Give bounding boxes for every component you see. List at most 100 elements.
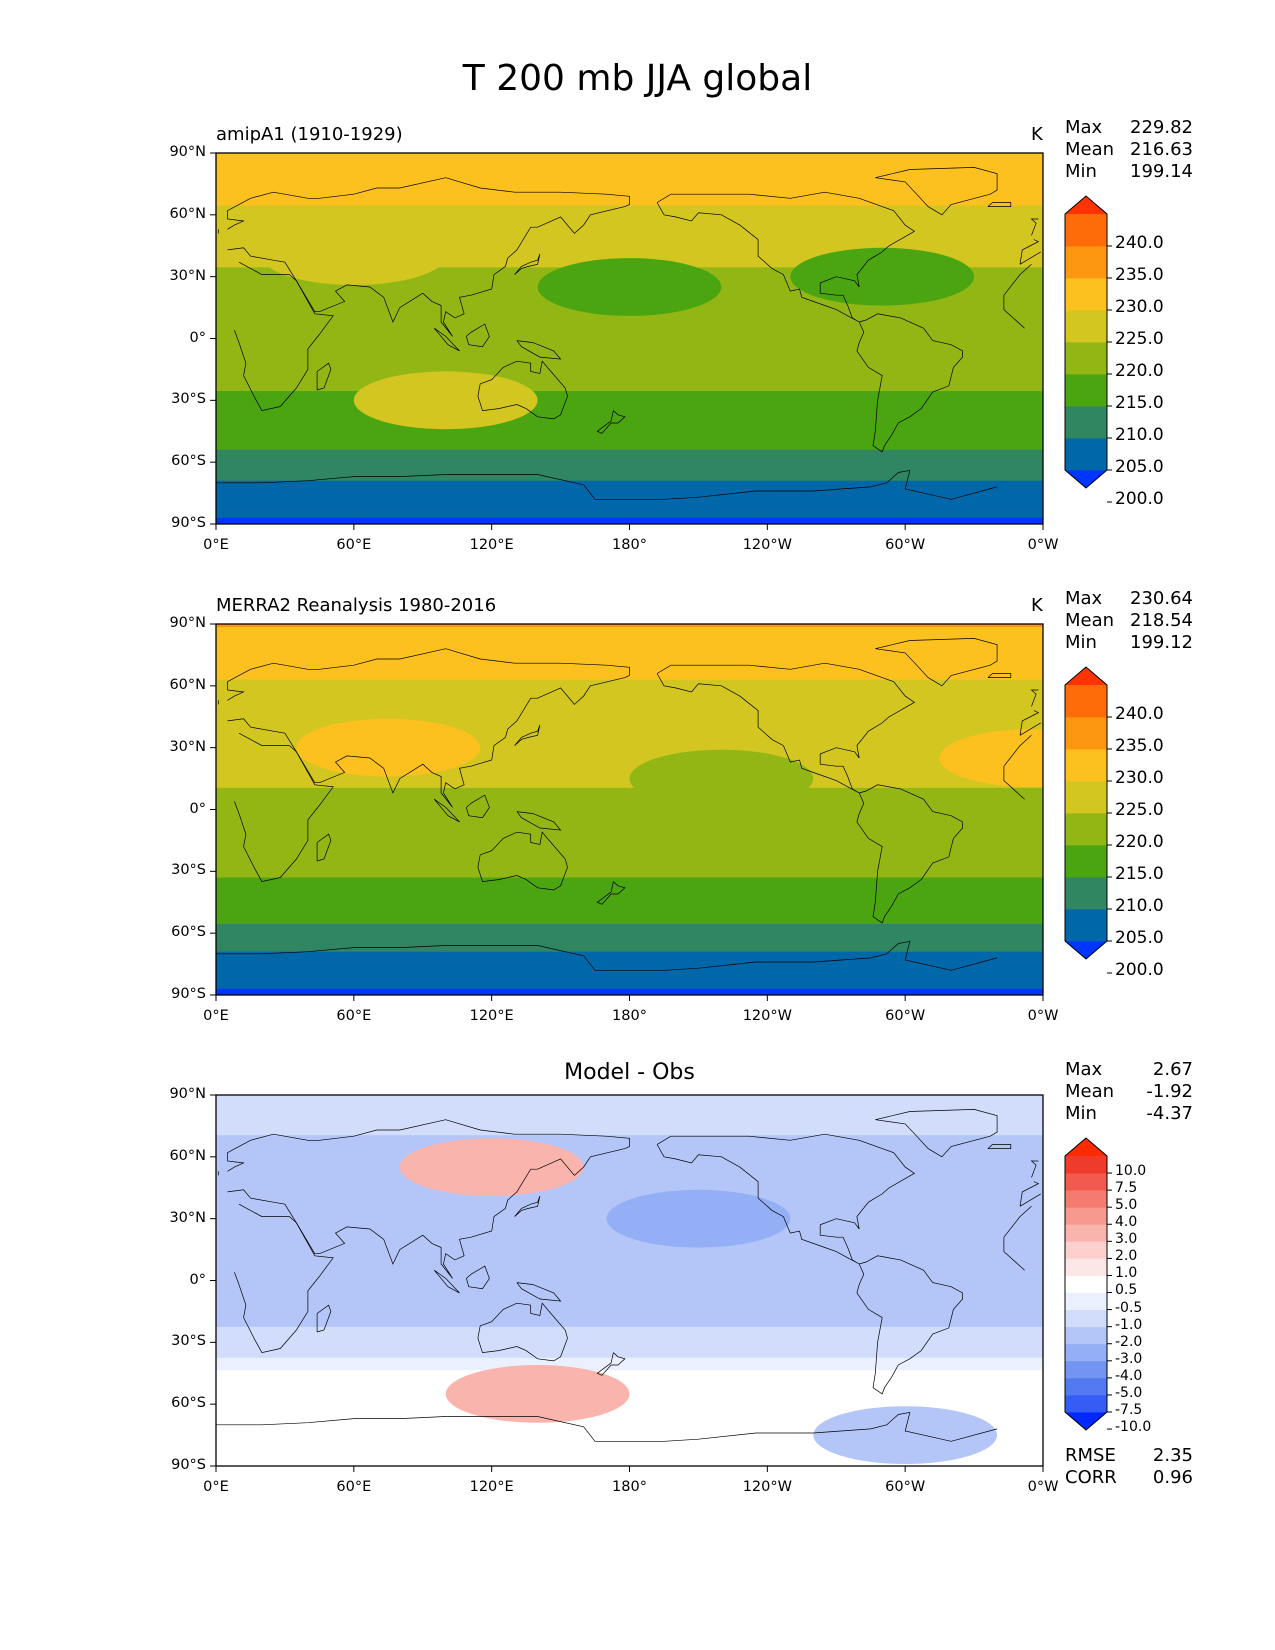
colorbar — [1064, 195, 1112, 503]
stat-row: Mean -1.92 — [1065, 1081, 1193, 1103]
contour-band — [216, 753, 1043, 758]
colorbar-label: 205.0 — [1115, 456, 1164, 477]
contour-band — [216, 338, 1043, 343]
colorbar-segment — [1065, 1156, 1107, 1174]
contour-band — [216, 1397, 1043, 1402]
lon-tick-label: 60°W — [885, 537, 926, 553]
colorbar-label: 210.0 — [1115, 424, 1164, 445]
contour-feature — [537, 258, 722, 316]
lat-tick-label: 30°S — [171, 391, 206, 408]
contour-band — [216, 1271, 1043, 1275]
contour-band — [216, 942, 1043, 947]
stat-row: Mean 218.54 — [1065, 610, 1193, 632]
stat-label: Max — [1065, 588, 1103, 609]
contour-band — [216, 384, 1043, 389]
units-label: K — [1031, 595, 1043, 616]
contour-band — [216, 319, 1043, 324]
coastline — [656, 1133, 916, 1265]
contour-band — [216, 926, 1043, 931]
contour-band — [216, 1379, 1043, 1384]
colorbar-label: 10.0 — [1115, 1162, 1147, 1179]
contour-band — [216, 648, 1043, 653]
contour-band — [216, 939, 1043, 944]
contour-band — [216, 1342, 1043, 1347]
contour-feature — [629, 749, 814, 808]
contour-band — [216, 664, 1043, 668]
coastline — [596, 881, 626, 905]
contour-band — [216, 970, 1043, 974]
contour-band — [216, 418, 1043, 423]
coastline — [466, 323, 490, 348]
contour-band — [216, 375, 1043, 380]
colorbar-segment — [1065, 813, 1107, 846]
colorbar-label: -10.0 — [1115, 1418, 1152, 1435]
colorbar-segment — [1065, 246, 1107, 279]
contour-band — [216, 1348, 1043, 1353]
filled-contours — [216, 153, 1043, 524]
colorbar-extend-max — [1065, 1138, 1107, 1156]
stats-block: Max 229.82 Mean 216.63 Min 199.14 — [1065, 117, 1193, 183]
colorbar-extend-min — [1065, 1412, 1107, 1430]
contour-band — [216, 976, 1043, 981]
contour-band — [216, 902, 1043, 906]
stat-value: 199.14 — [1130, 161, 1193, 182]
metric-row: CORR 0.96 — [1065, 1467, 1193, 1489]
contour-band — [216, 738, 1043, 743]
colorbar-label: 215.0 — [1115, 392, 1164, 413]
contour-band — [216, 372, 1043, 377]
contour-band — [216, 329, 1043, 333]
contour-band — [216, 800, 1043, 804]
colorbar-segment — [1065, 1360, 1107, 1379]
contour-band — [216, 729, 1043, 733]
contour-band — [216, 1444, 1043, 1449]
contour-band — [216, 505, 1043, 510]
contour-feature — [939, 729, 1043, 787]
contour-band — [216, 412, 1043, 417]
colorbar-label: -4.0 — [1115, 1367, 1143, 1384]
stat-label: Mean — [1065, 1081, 1115, 1102]
colorbar-label: 230.0 — [1115, 296, 1164, 317]
stat-label: Max — [1065, 117, 1103, 138]
contour-band — [216, 905, 1043, 910]
contour-band — [216, 205, 1043, 210]
contour-band — [216, 1410, 1043, 1415]
contour-band — [216, 391, 1043, 395]
coastline — [987, 1144, 1012, 1149]
contour-band — [216, 1104, 1043, 1108]
stat-value: -4.37 — [1146, 1103, 1193, 1124]
contour-band — [216, 948, 1043, 953]
contour-band — [216, 245, 1043, 250]
coastline — [316, 833, 332, 862]
contour-band — [216, 415, 1043, 420]
colorbar-segment — [1065, 1224, 1107, 1242]
panel-title: amipA1 (1910-1929) — [216, 124, 403, 145]
colorbar-label: 230.0 — [1115, 767, 1164, 788]
contour-band — [216, 772, 1043, 777]
contour-band — [216, 741, 1043, 746]
contour-feature — [790, 247, 975, 306]
colorbar-segment — [1065, 278, 1107, 311]
contour-band — [216, 747, 1043, 752]
lat-tick-label: 60°S — [171, 453, 206, 470]
metric-value: 0.96 — [1152, 1467, 1193, 1488]
contour-band — [216, 1388, 1043, 1393]
contour-band — [216, 701, 1043, 705]
colorbar-segment — [1065, 845, 1107, 878]
contour-band — [216, 874, 1043, 879]
colorbar-segment — [1065, 1309, 1107, 1328]
contour-band — [216, 899, 1043, 903]
contour-band — [216, 886, 1043, 891]
lon-tick-label: 180° — [612, 1008, 647, 1024]
contour-feature — [606, 1189, 791, 1248]
lat-tick-label: 90°S — [171, 515, 206, 531]
filled-contours — [216, 1095, 1043, 1466]
map-panel-2 — [210, 623, 1044, 1001]
colorbar-label: -7.5 — [1115, 1401, 1143, 1418]
contour-band — [216, 1098, 1043, 1102]
contour-band — [216, 1101, 1043, 1105]
contour-band — [216, 763, 1043, 767]
contour-band — [216, 499, 1043, 503]
lon-tick-label: 120°E — [469, 1008, 514, 1024]
stat-value: 2.67 — [1152, 1059, 1193, 1080]
contour-band — [216, 645, 1043, 650]
